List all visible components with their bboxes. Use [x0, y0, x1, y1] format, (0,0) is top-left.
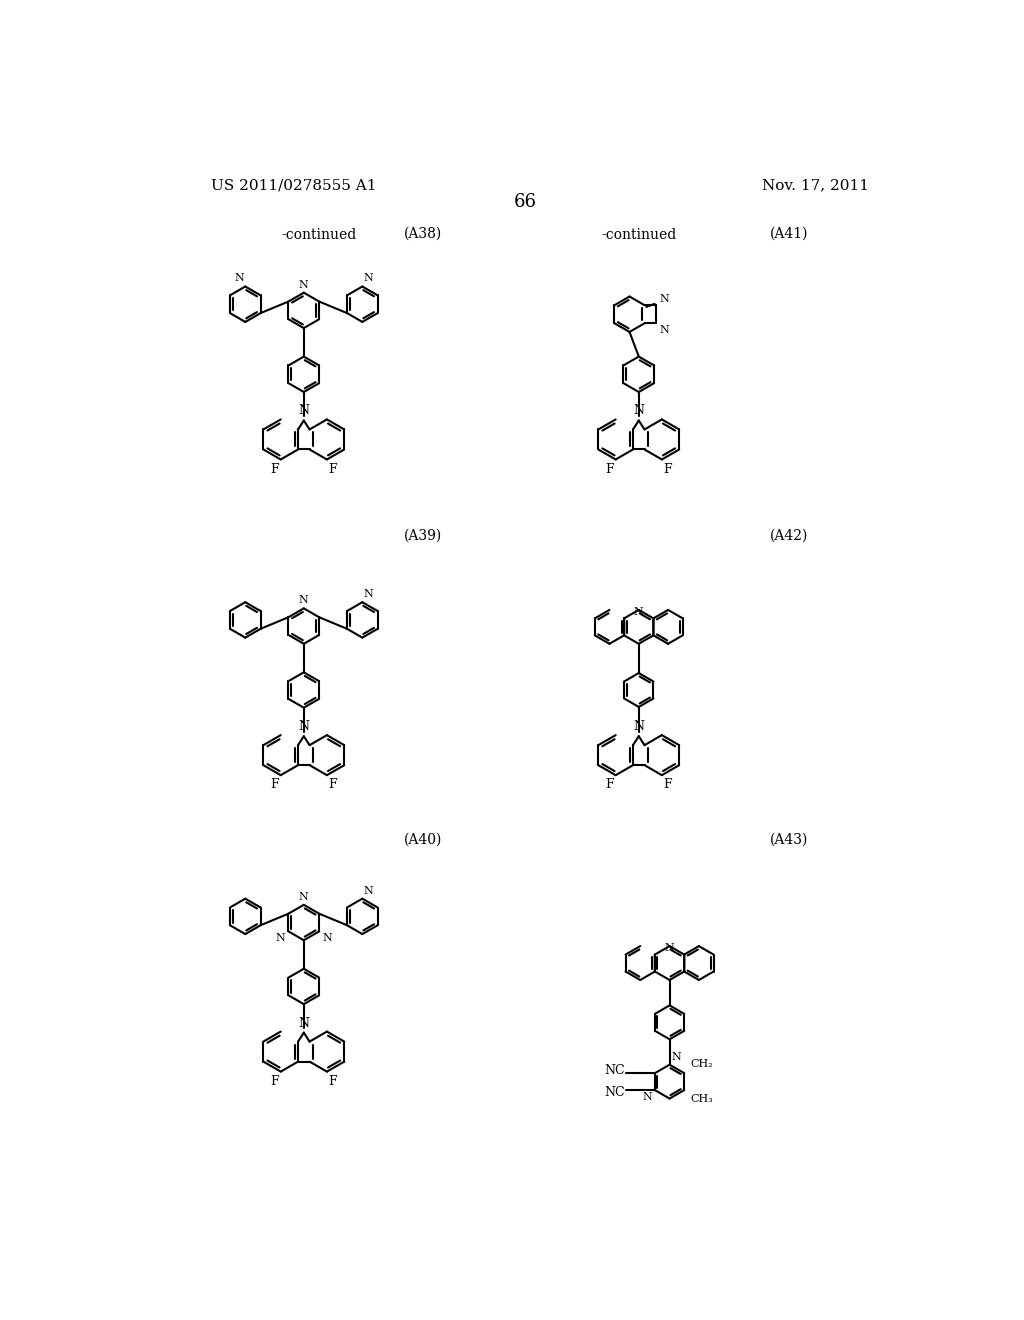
Text: N: N [659, 325, 670, 335]
Text: -continued: -continued [282, 228, 356, 243]
Text: N: N [234, 273, 244, 284]
Text: N: N [364, 589, 374, 599]
Text: F: F [329, 779, 337, 791]
Text: N: N [299, 280, 308, 289]
Text: (A43): (A43) [770, 833, 808, 847]
Text: N: N [634, 607, 644, 616]
Text: N: N [671, 1052, 681, 1061]
Text: N: N [364, 886, 374, 895]
Text: CH₃: CH₃ [690, 1094, 713, 1104]
Text: (A38): (A38) [403, 227, 442, 240]
Text: NC: NC [604, 1064, 625, 1077]
Text: -continued: -continued [601, 228, 677, 243]
Text: Nov. 17, 2011: Nov. 17, 2011 [762, 178, 869, 193]
Text: N: N [633, 404, 644, 417]
Text: US 2011/0278555 A1: US 2011/0278555 A1 [211, 178, 377, 193]
Text: N: N [633, 721, 644, 733]
Text: F: F [664, 462, 673, 475]
Text: N: N [299, 892, 308, 902]
Text: F: F [270, 779, 279, 791]
Text: N: N [364, 273, 374, 284]
Text: N: N [642, 1092, 652, 1102]
Text: F: F [329, 1074, 337, 1088]
Text: N: N [665, 942, 675, 953]
Text: (A42): (A42) [770, 529, 808, 543]
Text: N: N [298, 404, 309, 417]
Text: (A39): (A39) [403, 529, 442, 543]
Text: (A40): (A40) [403, 833, 442, 847]
Text: F: F [605, 779, 613, 791]
Text: N: N [298, 721, 309, 733]
Text: F: F [605, 462, 613, 475]
Text: F: F [270, 1074, 279, 1088]
Text: (A41): (A41) [770, 227, 808, 240]
Text: F: F [664, 779, 673, 791]
Text: N: N [659, 294, 670, 304]
Text: F: F [329, 462, 337, 475]
Text: N: N [323, 933, 332, 942]
Text: N: N [275, 933, 286, 942]
Text: CH₂: CH₂ [690, 1060, 713, 1069]
Text: F: F [270, 462, 279, 475]
Text: N: N [298, 1016, 309, 1030]
Text: NC: NC [604, 1086, 625, 1100]
Text: 66: 66 [513, 193, 537, 211]
Text: N: N [299, 595, 308, 606]
